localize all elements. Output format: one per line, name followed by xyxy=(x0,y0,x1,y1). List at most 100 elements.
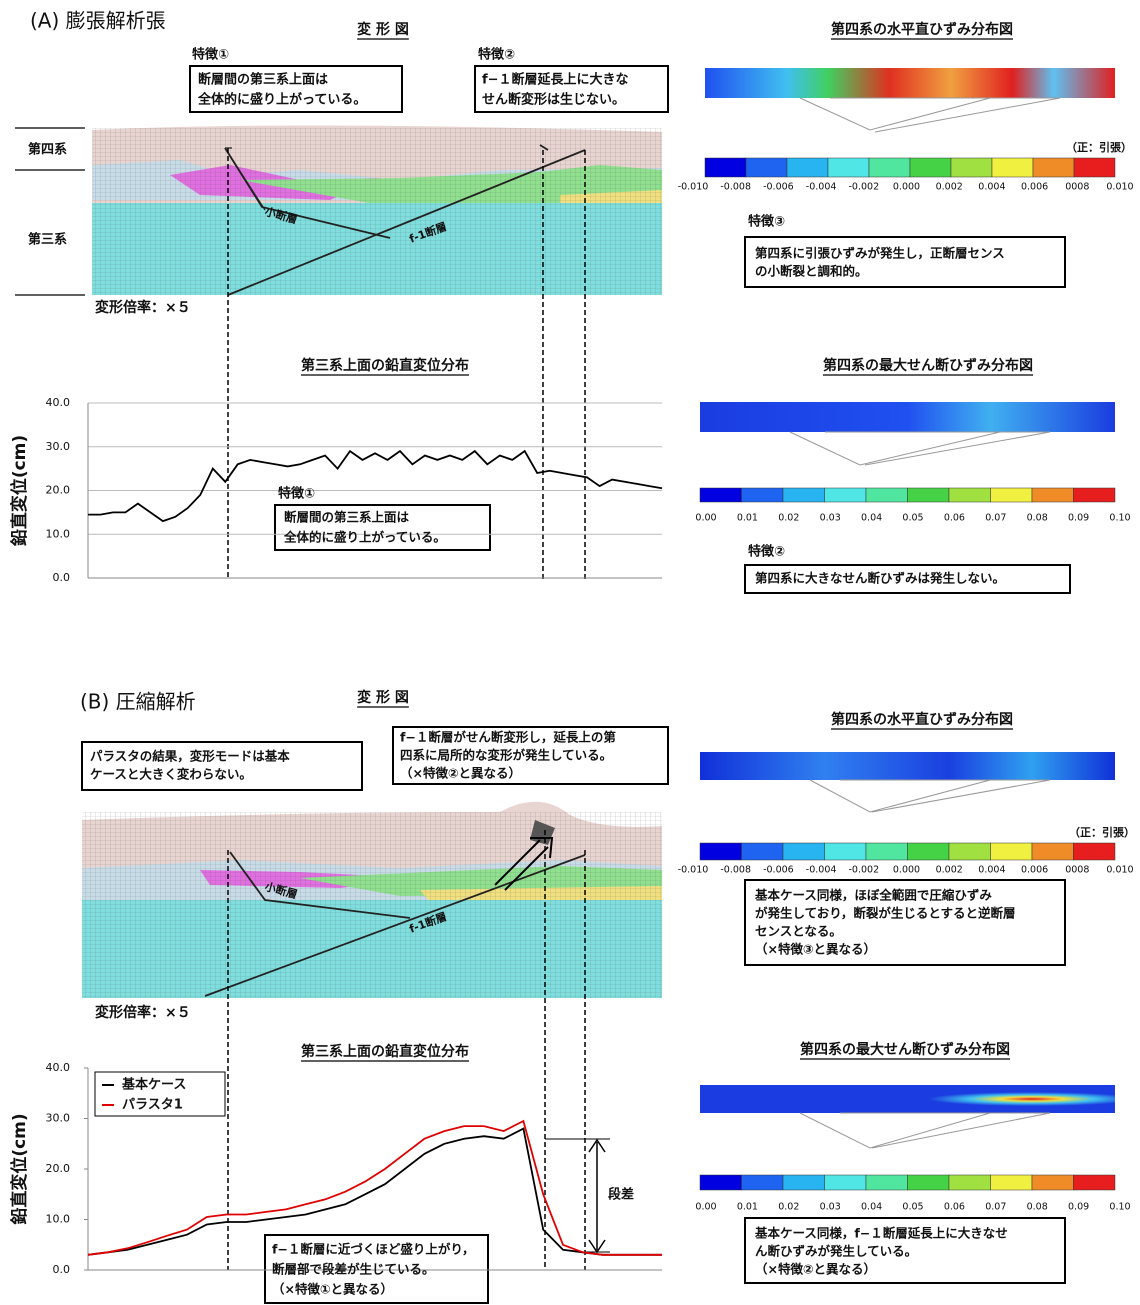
y-tick-label: 20.0 xyxy=(46,1162,71,1175)
y-tick-label: 10.0 xyxy=(46,527,71,540)
colorbar-segment xyxy=(825,1175,867,1190)
colorbar-tick-label: -0.004 xyxy=(806,182,837,193)
colorbar-tick-label: 0.006 xyxy=(1021,182,1048,193)
y-tick-label: 40.0 xyxy=(46,1061,71,1074)
colorbar-segment xyxy=(1033,158,1074,177)
colorbar-segment xyxy=(700,843,742,860)
callout-line: f−１断層延長上に大きな xyxy=(482,72,629,88)
colorbar-segment xyxy=(742,1175,784,1190)
y-tick-label: 10.0 xyxy=(46,1213,71,1226)
layer-label: 第三系 xyxy=(28,232,67,248)
colorbar-tick-label: -0.006 xyxy=(763,182,794,193)
callout-heading: 特徴② xyxy=(478,47,515,63)
colorbar-segment xyxy=(1074,1175,1116,1190)
colorbar-tick-label: 0.08 xyxy=(1027,513,1048,524)
colorbar-segment xyxy=(700,1175,742,1190)
colorbar-segment xyxy=(951,158,992,177)
chart-title: 第三系上面の鉛直変位分布 xyxy=(301,1043,469,1060)
colorbar-tick-label: 0.00 xyxy=(695,513,716,524)
colorbar-segment xyxy=(866,843,908,860)
callout-line: 基本ケース同様，ほぼ全範囲で圧縮ひずみ xyxy=(754,888,992,903)
colorbar-segment xyxy=(700,488,742,502)
colorbar-tick-label: 0.10 xyxy=(1109,1202,1130,1213)
colorbar-segment xyxy=(991,1175,1033,1190)
colorbar-tick-label: 0.01 xyxy=(737,1202,758,1213)
callout-line: ケースと大きく変わらない。 xyxy=(90,767,252,782)
colorbar-tick-label: 0.010 xyxy=(1106,865,1133,876)
callout-line: （×特徴②と異なる） xyxy=(755,1262,876,1277)
y-tick-label: 40.0 xyxy=(46,396,71,409)
callout-line: 全体的に盛り上がっている。 xyxy=(197,92,366,108)
callout-line: （×特徴①と異なる） xyxy=(272,1282,393,1297)
colorbar-tick-label: 0.002 xyxy=(936,865,963,876)
callout-line: 断層間の第三系上面は xyxy=(284,510,410,525)
colorbar-tick-label: 0.002 xyxy=(936,182,963,193)
colorbar-tick-label: 0.09 xyxy=(1068,1202,1089,1213)
colorbar-tick-label: 0.04 xyxy=(861,1202,882,1213)
colorbar-tick-label: 0.07 xyxy=(985,513,1006,524)
legend-label: 基本ケース xyxy=(121,1077,186,1093)
colorbar-segment xyxy=(866,1175,908,1190)
colorbar-tick-label: 0.05 xyxy=(902,1202,923,1213)
callout-line: 基本ケース同様，f−１断層延長上に大きなせ xyxy=(754,1226,1008,1241)
callout-line: （×特徴③と異なる） xyxy=(755,942,876,957)
colorbar-tick-label: 0.02 xyxy=(778,513,799,524)
callout-line: （×特徴②と異なる） xyxy=(400,766,521,781)
colorbar-tick-label: -0.010 xyxy=(678,865,709,876)
figure: (A) 膨張解析張変 形 図特徴①断層間の第三系上面は全体的に盛り上がっている。… xyxy=(0,0,1140,1305)
colorbar-tick-label: 0.04 xyxy=(861,513,882,524)
chart-title: 第三系上面の鉛直変位分布 xyxy=(301,357,469,374)
diagram-title: 変 形 図 xyxy=(357,689,409,706)
colorbar-tick-label: 0.03 xyxy=(820,1202,841,1213)
y-tick-label: 20.0 xyxy=(46,484,71,497)
colorbar-tick-label: -0.006 xyxy=(763,865,794,876)
colorbar-segment xyxy=(783,843,825,860)
y-tick-label: 30.0 xyxy=(46,440,71,453)
colorbar-tick-label: 0.06 xyxy=(944,1202,965,1213)
colorbar-tick-label: -0.008 xyxy=(720,182,751,193)
colorbar-segment xyxy=(1074,488,1116,502)
callout-line: f−１断層がせん断変形し，延長上の第 xyxy=(400,730,616,745)
callout-heading: 特徴② xyxy=(748,544,785,560)
colorbar-tick-label: 0.006 xyxy=(1021,865,1048,876)
sign-note: （正：引張） xyxy=(1069,825,1135,839)
colorbar-tick-label: 0.05 xyxy=(902,513,923,524)
colorbar-segment xyxy=(991,488,1033,502)
colorbar-tick-label: 0.010 xyxy=(1106,182,1133,193)
callout-heading: 特徴① xyxy=(192,47,229,63)
callout-line: 第四系に大きなせん断ひずみは発生しない。 xyxy=(755,571,1005,586)
colorbar-tick-label: -0.002 xyxy=(848,182,879,193)
callout-line: ん断ひずみが発生している。 xyxy=(755,1244,917,1259)
scale-note: 変形倍率：×５ xyxy=(95,299,191,316)
callout-heading: 特徴① xyxy=(278,486,315,502)
y-tick-label: 0.0 xyxy=(53,571,71,584)
map-title: 第四系の最大せん断ひずみ分布図 xyxy=(800,1041,1010,1058)
callout-line: f−１断層に近づくほど盛り上がり， xyxy=(272,1242,475,1257)
colorbar-segment xyxy=(783,488,825,502)
callout-line: せん断変形は生じない。 xyxy=(482,92,625,108)
callout-line: 四系に局所的な変形が発生している。 xyxy=(400,748,612,763)
colorbar-tick-label: 0.00 xyxy=(695,1202,716,1213)
colorbar-segment xyxy=(825,843,867,860)
colorbar-tick-label: -0.002 xyxy=(848,865,879,876)
colorbar-tick-label: -0.004 xyxy=(806,865,837,876)
colorbar-tick-label: 0.09 xyxy=(1068,513,1089,524)
colorbar-segment xyxy=(1074,158,1115,177)
colorbar-segment xyxy=(742,843,784,860)
colorbar-segment xyxy=(869,158,910,177)
step-label: 段差 xyxy=(608,1187,634,1203)
colorbar-segment xyxy=(828,158,869,177)
sign-note: （正：引張） xyxy=(1066,140,1132,154)
callout-heading: 特徴③ xyxy=(748,214,785,230)
colorbar-segment xyxy=(1032,488,1074,502)
colorbar-segment xyxy=(705,158,746,177)
colorbar-tick-label: 0.10 xyxy=(1109,513,1130,524)
colorbar-segment xyxy=(949,843,991,860)
colorbar-segment xyxy=(908,488,950,502)
colorbar-tick-label: 0.004 xyxy=(978,865,1005,876)
colorbar-segment xyxy=(908,1175,950,1190)
colorbar-segment xyxy=(992,158,1033,177)
colorbar-tick-label: -0.008 xyxy=(720,865,751,876)
colorbar-tick-label: 0.08 xyxy=(1027,1202,1048,1213)
diagram-title: 変 形 図 xyxy=(357,21,409,38)
